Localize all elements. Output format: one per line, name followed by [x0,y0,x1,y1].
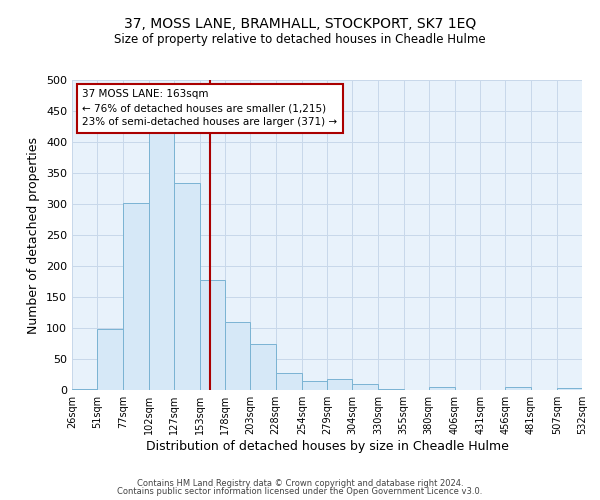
Text: Size of property relative to detached houses in Cheadle Hulme: Size of property relative to detached ho… [114,32,486,46]
Bar [149,132,174,390]
Bar [200,280,225,390]
X-axis label: Distribution of detached houses by size in Cheadle Hulme: Distribution of detached houses by size … [146,440,508,453]
Text: Contains public sector information licensed under the Open Government Licence v3: Contains public sector information licen… [118,487,482,496]
Bar [379,389,404,390]
Bar [302,380,327,390]
Bar [174,183,200,390]
Bar [124,203,149,390]
Bar [225,322,250,390]
Bar [505,387,530,390]
Text: Contains HM Land Registry data © Crown copyright and database right 2024.: Contains HM Land Registry data © Crown c… [137,478,463,488]
Text: 37, MOSS LANE, BRAMHALL, STOCKPORT, SK7 1EQ: 37, MOSS LANE, BRAMHALL, STOCKPORT, SK7 … [124,18,476,32]
Y-axis label: Number of detached properties: Number of detached properties [28,136,40,334]
Bar [557,388,582,390]
Bar [72,389,97,390]
Bar [97,328,124,390]
Bar [327,379,352,390]
Bar [275,372,302,390]
Text: 37 MOSS LANE: 163sqm
← 76% of detached houses are smaller (1,215)
23% of semi-de: 37 MOSS LANE: 163sqm ← 76% of detached h… [82,90,337,128]
Bar [352,384,379,390]
Bar [250,344,275,390]
Bar [429,387,455,390]
